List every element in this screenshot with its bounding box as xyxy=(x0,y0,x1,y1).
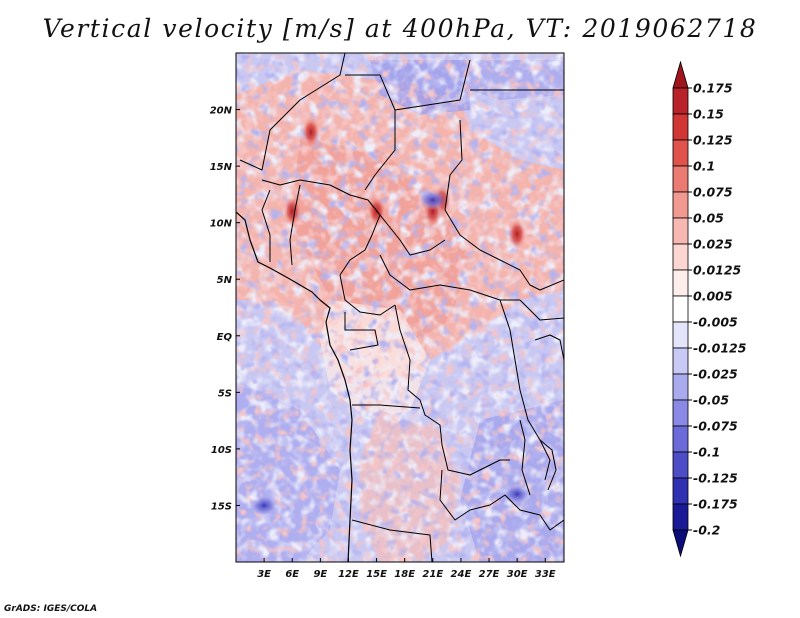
colorbar-segment xyxy=(672,295,689,323)
map-title: Vertical velocity [m/s] at 400hPa, VT: 2… xyxy=(42,14,758,43)
colorbar-segment xyxy=(672,529,689,558)
colorbar-label: 0.1 xyxy=(693,159,715,174)
map-plot-area xyxy=(236,53,564,562)
colorbar-label: -0.05 xyxy=(693,393,729,408)
colorbar-segment xyxy=(672,321,689,349)
colorbar-segment xyxy=(672,269,689,297)
colorbar-segment xyxy=(672,243,689,271)
colorbar-label: 0.005 xyxy=(693,289,733,304)
colorbar-segment xyxy=(672,165,689,193)
colorbar-segment xyxy=(672,191,689,219)
colorbar-segment xyxy=(672,373,689,401)
y-tick-label: 10N xyxy=(210,219,233,230)
positive-core-3 xyxy=(283,196,302,227)
colorbar-label: 0.0125 xyxy=(693,263,742,278)
colorbar-label: -0.005 xyxy=(693,315,738,330)
y-tick-label: EQ xyxy=(217,332,233,343)
colorbar-label: -0.075 xyxy=(693,419,738,434)
y-tick-label: 15S xyxy=(211,501,232,512)
velocity-cores xyxy=(250,117,532,516)
x-tick-label: 30E xyxy=(507,569,528,580)
colorbar-segment xyxy=(672,113,689,141)
colorbar-segment xyxy=(672,217,689,245)
colorbar-label: -0.1 xyxy=(693,445,720,460)
colorbar-label: -0.0125 xyxy=(693,341,747,356)
colorbar-segment xyxy=(672,139,689,167)
colorbar-segment xyxy=(672,503,689,531)
colorbar-segment xyxy=(672,425,689,453)
coastline xyxy=(236,211,353,562)
colorbar-segment xyxy=(672,347,689,375)
colorbar-label: 0.05 xyxy=(693,211,724,226)
colorbar-label: 0.175 xyxy=(693,81,733,96)
x-tick-label: 24E xyxy=(451,569,472,580)
colorbar-label: 0.15 xyxy=(693,107,724,122)
y-tick-label: 20N xyxy=(210,106,233,117)
positive-core-2 xyxy=(301,117,320,148)
colorbar-label: -0.025 xyxy=(693,367,738,382)
colorbar: 0.175 0.15 0.125 0.1 0.075 0.05 0.025 0.0125 0.0… xyxy=(672,60,747,558)
colorbar-segment xyxy=(672,451,689,479)
colorbar-label: 0.125 xyxy=(693,133,733,148)
negative-core-0 xyxy=(418,190,447,211)
x-tick-label: 9E xyxy=(313,569,327,580)
grads-credit: GrADS: IGES/COLA xyxy=(4,604,98,614)
x-tick-label: 12E xyxy=(338,569,359,580)
colorbar-segment xyxy=(672,60,689,89)
x-tick-label: 21E xyxy=(422,569,443,580)
y-tick-label: 5S xyxy=(218,388,232,399)
colorbar-label: -0.175 xyxy=(693,497,738,512)
colorbar-segment xyxy=(672,399,689,427)
y-tick-label: 5N xyxy=(217,275,233,286)
colorbar-label: 0.075 xyxy=(693,185,733,200)
y-tick-label: 10S xyxy=(211,445,232,456)
axis-ticks: 3E 6E 9E 12E 15E 18E 21E 24E 27E 30E 33E 20N 15N 10N 5… xyxy=(210,106,556,580)
country-boundaries xyxy=(236,53,564,562)
x-tick-label: 18E xyxy=(394,569,415,580)
positive-core-4 xyxy=(508,218,527,249)
negative-core-1 xyxy=(503,484,532,505)
x-tick-label: 15E xyxy=(366,569,387,580)
x-tick-label: 27E xyxy=(479,569,500,580)
plot-frame xyxy=(235,52,565,563)
colorbar-segment xyxy=(672,87,689,115)
negative-core-2 xyxy=(250,495,279,516)
x-tick-label: 33E xyxy=(535,569,556,580)
colorbar-label: -0.125 xyxy=(693,471,738,486)
colorbar-segment xyxy=(672,477,689,505)
x-tick-label: 6E xyxy=(285,569,299,580)
texture-blue xyxy=(236,53,564,562)
colorbar-label: 0.025 xyxy=(693,237,733,252)
colorbar-label: -0.2 xyxy=(693,523,720,538)
x-tick-label: 3E xyxy=(257,569,271,580)
y-tick-label: 15N xyxy=(210,162,233,173)
